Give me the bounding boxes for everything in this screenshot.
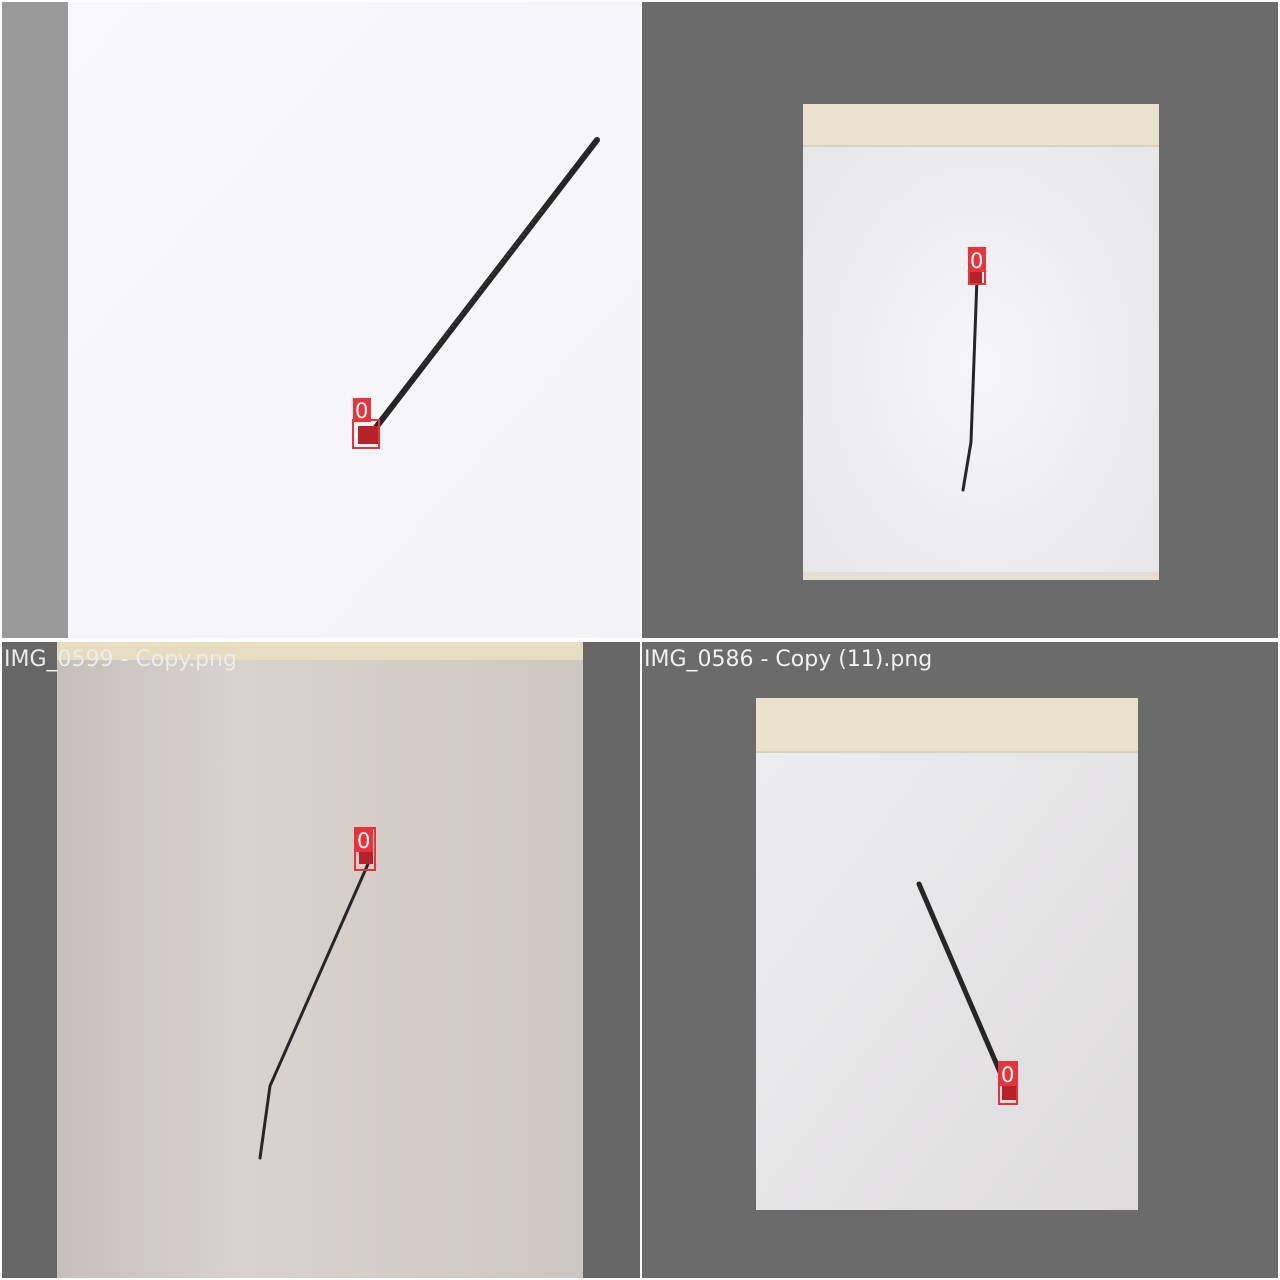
tile-bottom-right: 0 [642,642,1278,1278]
cable-tie-head [970,272,982,284]
cable-tie [916,881,1009,1089]
letterbox-bar [2,2,68,638]
tile-top-left-image: 0 [2,2,640,638]
cable-tie [258,862,370,1160]
image-filename-caption: IMG_0599 - Copy.png [4,647,237,672]
cable-tie [961,276,979,492]
detection-box: 0 [968,247,986,285]
paper-background [68,2,640,638]
tile-top-right: 0 [642,2,1278,638]
tile-bottom-right-image: 0 [642,642,1278,1278]
tile-bottom-left: 0 [2,642,640,1278]
cable-tie-head [359,850,373,864]
detection-label: 0 [1001,1063,1014,1087]
detection-label: 0 [970,249,983,273]
cable-tie-head [1002,1086,1016,1100]
detection-box: 0 [352,398,380,449]
wood-strip [57,642,583,660]
detection-label: 0 [355,399,368,423]
detection-label: 0 [357,829,370,853]
paper-background [803,104,1159,580]
image-filename-caption: IMG_0586 - Copy (11).png [644,647,933,672]
paper-background [57,642,583,1278]
tile-top-left: 0 [2,2,640,638]
detection-box: 0 [354,827,376,871]
tile-bottom-left-image: 0 [2,642,640,1278]
detection-box: 0 [998,1061,1018,1105]
cable-tie-head [358,426,378,444]
wood-strip [803,104,1159,146]
tile-top-right-image: 0 [642,2,1278,638]
wood-strip [756,698,1138,752]
cable-tie [371,137,600,433]
